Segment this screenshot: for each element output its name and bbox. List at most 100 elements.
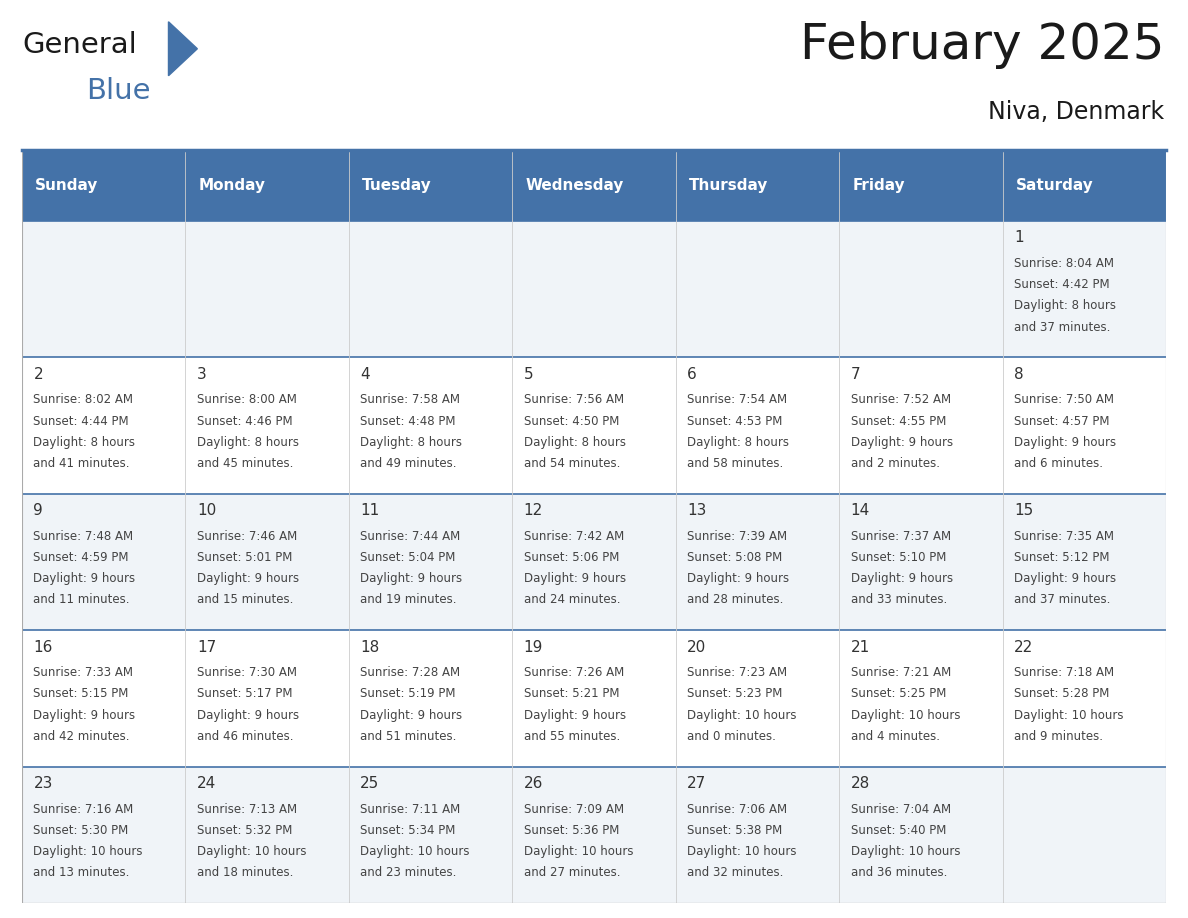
Polygon shape — [169, 22, 197, 76]
Text: Sunrise: 7:44 AM: Sunrise: 7:44 AM — [360, 530, 461, 543]
Text: 13: 13 — [687, 503, 707, 519]
Text: Daylight: 9 hours: Daylight: 9 hours — [33, 572, 135, 585]
Text: and 46 minutes.: and 46 minutes. — [197, 730, 293, 743]
Text: Daylight: 10 hours: Daylight: 10 hours — [687, 709, 797, 722]
Text: Sunset: 5:38 PM: Sunset: 5:38 PM — [687, 823, 783, 837]
Text: Daylight: 9 hours: Daylight: 9 hours — [851, 436, 953, 449]
Text: and 13 minutes.: and 13 minutes. — [33, 867, 129, 879]
Text: Sunset: 4:55 PM: Sunset: 4:55 PM — [851, 415, 946, 428]
Text: 17: 17 — [197, 640, 216, 655]
Text: Daylight: 10 hours: Daylight: 10 hours — [197, 845, 307, 858]
Text: 27: 27 — [687, 776, 707, 791]
Bar — [23, 221, 1165, 357]
Text: and 0 minutes.: and 0 minutes. — [687, 730, 776, 743]
Text: Sunset: 4:42 PM: Sunset: 4:42 PM — [1015, 278, 1110, 291]
Text: Sunset: 4:53 PM: Sunset: 4:53 PM — [687, 415, 783, 428]
Text: Daylight: 10 hours: Daylight: 10 hours — [33, 845, 143, 858]
Bar — [1003, 150, 1165, 221]
Text: Daylight: 10 hours: Daylight: 10 hours — [851, 845, 960, 858]
Text: and 58 minutes.: and 58 minutes. — [687, 457, 783, 470]
Text: Daylight: 9 hours: Daylight: 9 hours — [1015, 436, 1117, 449]
Text: Daylight: 9 hours: Daylight: 9 hours — [524, 572, 626, 585]
Text: 7: 7 — [851, 367, 860, 382]
Text: and 55 minutes.: and 55 minutes. — [524, 730, 620, 743]
Text: 15: 15 — [1015, 503, 1034, 519]
Text: and 33 minutes.: and 33 minutes. — [851, 593, 947, 607]
Text: Sunrise: 7:58 AM: Sunrise: 7:58 AM — [360, 394, 460, 407]
Text: Daylight: 9 hours: Daylight: 9 hours — [1015, 572, 1117, 585]
Text: Sunset: 5:10 PM: Sunset: 5:10 PM — [851, 551, 946, 564]
Text: Daylight: 8 hours: Daylight: 8 hours — [687, 436, 789, 449]
Text: and 51 minutes.: and 51 minutes. — [360, 730, 456, 743]
Text: Daylight: 8 hours: Daylight: 8 hours — [33, 436, 135, 449]
Text: Daylight: 9 hours: Daylight: 9 hours — [360, 572, 462, 585]
Text: and 9 minutes.: and 9 minutes. — [1015, 730, 1102, 743]
Text: Sunset: 5:32 PM: Sunset: 5:32 PM — [197, 823, 292, 837]
Text: and 45 minutes.: and 45 minutes. — [197, 457, 293, 470]
Text: Sunrise: 7:11 AM: Sunrise: 7:11 AM — [360, 802, 461, 816]
Text: Sunset: 5:06 PM: Sunset: 5:06 PM — [524, 551, 619, 564]
Text: Sunset: 5:15 PM: Sunset: 5:15 PM — [33, 688, 128, 700]
Text: General: General — [23, 31, 137, 59]
Text: 26: 26 — [524, 776, 543, 791]
Text: Sunrise: 7:56 AM: Sunrise: 7:56 AM — [524, 394, 624, 407]
Text: Sunrise: 7:39 AM: Sunrise: 7:39 AM — [687, 530, 788, 543]
Text: 22: 22 — [1015, 640, 1034, 655]
Text: and 19 minutes.: and 19 minutes. — [360, 593, 457, 607]
Bar — [23, 150, 185, 221]
Text: Daylight: 9 hours: Daylight: 9 hours — [33, 709, 135, 722]
Text: Sunset: 4:50 PM: Sunset: 4:50 PM — [524, 415, 619, 428]
Text: Daylight: 8 hours: Daylight: 8 hours — [524, 436, 626, 449]
Bar — [23, 357, 1165, 494]
Text: 11: 11 — [360, 503, 379, 519]
Text: and 18 minutes.: and 18 minutes. — [197, 867, 293, 879]
Text: Daylight: 8 hours: Daylight: 8 hours — [197, 436, 299, 449]
Text: 2: 2 — [33, 367, 43, 382]
Text: Daylight: 10 hours: Daylight: 10 hours — [1015, 709, 1124, 722]
Text: 5: 5 — [524, 367, 533, 382]
Text: Daylight: 9 hours: Daylight: 9 hours — [687, 572, 789, 585]
Bar — [23, 767, 1165, 903]
Text: Sunrise: 7:30 AM: Sunrise: 7:30 AM — [197, 666, 297, 679]
Text: 23: 23 — [33, 776, 52, 791]
Text: Daylight: 9 hours: Daylight: 9 hours — [360, 709, 462, 722]
Text: Sunrise: 7:35 AM: Sunrise: 7:35 AM — [1015, 530, 1114, 543]
Text: Thursday: Thursday — [689, 178, 769, 193]
Text: Daylight: 9 hours: Daylight: 9 hours — [524, 709, 626, 722]
Text: 3: 3 — [197, 367, 207, 382]
Text: 4: 4 — [360, 367, 369, 382]
Text: Saturday: Saturday — [1016, 178, 1093, 193]
Text: 16: 16 — [33, 640, 52, 655]
Text: Tuesday: Tuesday — [362, 178, 431, 193]
Bar — [512, 150, 676, 221]
Text: Sunrise: 7:26 AM: Sunrise: 7:26 AM — [524, 666, 624, 679]
Text: and 49 minutes.: and 49 minutes. — [360, 457, 457, 470]
Text: Sunset: 4:57 PM: Sunset: 4:57 PM — [1015, 415, 1110, 428]
Text: Sunset: 5:12 PM: Sunset: 5:12 PM — [1015, 551, 1110, 564]
Text: and 36 minutes.: and 36 minutes. — [851, 867, 947, 879]
Text: Sunset: 5:30 PM: Sunset: 5:30 PM — [33, 823, 128, 837]
Text: Sunrise: 7:21 AM: Sunrise: 7:21 AM — [851, 666, 950, 679]
Text: and 23 minutes.: and 23 minutes. — [360, 867, 456, 879]
Text: Daylight: 10 hours: Daylight: 10 hours — [851, 709, 960, 722]
Text: Sunrise: 7:52 AM: Sunrise: 7:52 AM — [851, 394, 950, 407]
Text: Sunset: 5:01 PM: Sunset: 5:01 PM — [197, 551, 292, 564]
Text: Sunrise: 7:04 AM: Sunrise: 7:04 AM — [851, 802, 950, 816]
Text: Sunrise: 8:00 AM: Sunrise: 8:00 AM — [197, 394, 297, 407]
Text: Sunset: 5:21 PM: Sunset: 5:21 PM — [524, 688, 619, 700]
Text: Sunrise: 7:18 AM: Sunrise: 7:18 AM — [1015, 666, 1114, 679]
Text: 14: 14 — [851, 503, 870, 519]
Text: Daylight: 9 hours: Daylight: 9 hours — [197, 709, 299, 722]
Text: Sunrise: 7:09 AM: Sunrise: 7:09 AM — [524, 802, 624, 816]
Text: Sunrise: 8:04 AM: Sunrise: 8:04 AM — [1015, 257, 1114, 270]
Text: Sunrise: 7:06 AM: Sunrise: 7:06 AM — [687, 802, 788, 816]
Text: Sunset: 5:04 PM: Sunset: 5:04 PM — [360, 551, 456, 564]
Text: Sunrise: 7:42 AM: Sunrise: 7:42 AM — [524, 530, 624, 543]
Text: and 2 minutes.: and 2 minutes. — [851, 457, 940, 470]
Text: Daylight: 10 hours: Daylight: 10 hours — [524, 845, 633, 858]
Bar — [185, 150, 349, 221]
Bar — [23, 494, 1165, 630]
Text: and 6 minutes.: and 6 minutes. — [1015, 457, 1102, 470]
Text: and 54 minutes.: and 54 minutes. — [524, 457, 620, 470]
Text: Sunset: 5:17 PM: Sunset: 5:17 PM — [197, 688, 292, 700]
